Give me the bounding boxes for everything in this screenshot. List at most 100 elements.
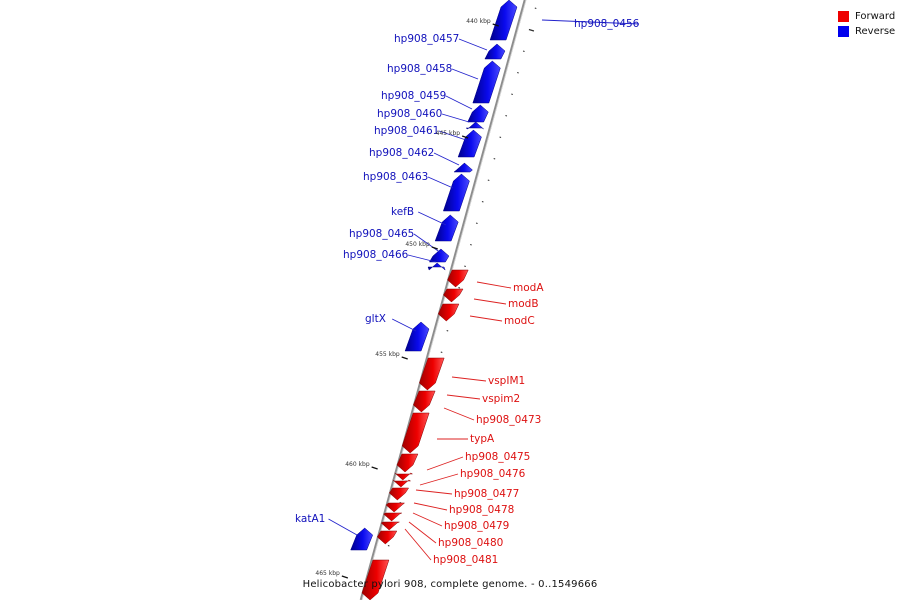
gene-feature[interactable]: hp908_0481 <box>377 528 498 566</box>
forward-gene-arrow[interactable] <box>413 390 436 413</box>
forward-gene-arrow[interactable] <box>383 512 402 522</box>
forward-gene-arrow[interactable] <box>392 479 412 488</box>
reverse-gene-arrow[interactable] <box>434 214 459 242</box>
reverse-gene-arrow[interactable] <box>442 173 470 212</box>
gene-label[interactable]: gltX <box>365 313 386 325</box>
gene-label[interactable]: modA <box>513 282 544 294</box>
reverse-gene-arrow[interactable] <box>467 104 489 123</box>
gene-feature[interactable]: hp908_0458 <box>387 60 501 104</box>
gene-label[interactable]: hp908_0458 <box>387 63 452 75</box>
gene-label[interactable]: vspim2 <box>482 393 520 405</box>
forward-gene-arrow[interactable] <box>380 521 400 531</box>
gene-leader-line <box>476 281 512 289</box>
scale-tick <box>511 93 513 95</box>
gene-label[interactable]: hp908_0478 <box>449 504 514 516</box>
reverse-gene-arrow[interactable] <box>489 0 518 41</box>
scale-tick <box>446 330 449 332</box>
reverse-gene-arrow[interactable] <box>484 43 506 60</box>
gene-label[interactable]: katA1 <box>295 513 325 525</box>
gene-leader-line <box>438 130 467 141</box>
scale-tick <box>481 201 484 203</box>
reverse-gene-arrow[interactable] <box>453 162 473 173</box>
gene-feature[interactable] <box>361 559 390 600</box>
gene-label[interactable]: hp908_0466 <box>343 249 409 261</box>
gene-feature[interactable]: hp908_0478 <box>385 502 514 516</box>
forward-gene-arrow[interactable] <box>389 487 410 501</box>
gene-feature[interactable]: hp908_0465 <box>349 228 450 263</box>
gene-label[interactable]: hp908_0459 <box>381 90 446 102</box>
forward-gene-arrow[interactable] <box>396 453 419 473</box>
gene-feature[interactable]: hp908_0463 <box>363 171 470 212</box>
kbp-tick <box>492 23 499 27</box>
reverse-gene-arrow[interactable] <box>465 121 484 130</box>
reverse-gene-arrow[interactable] <box>457 129 482 158</box>
gene-label[interactable]: hp908_0477 <box>454 488 519 500</box>
scale-tick <box>499 136 502 138</box>
reverse-gene-arrow[interactable] <box>427 262 446 271</box>
gene-feature[interactable]: hp908_0476 <box>392 468 526 488</box>
gene-feature[interactable]: hp908_0456 <box>489 0 640 41</box>
forward-gene-arrow[interactable] <box>361 559 390 600</box>
gene-label[interactable]: hp908_0476 <box>460 468 526 480</box>
forward-gene-arrow[interactable] <box>385 502 406 513</box>
forward-gene-arrow[interactable] <box>377 530 398 545</box>
gene-feature[interactable]: hp908_0475 <box>394 451 531 481</box>
reverse-gene-arrow[interactable] <box>350 527 373 551</box>
scale-tick <box>528 28 535 32</box>
scale-tick <box>517 72 519 74</box>
gene-feature[interactable]: hp908_0457 <box>394 33 506 60</box>
gene-label[interactable]: hp908_0461 <box>374 125 439 137</box>
gene-label[interactable]: hp908_0457 <box>394 33 459 45</box>
kbp-tick <box>431 246 438 250</box>
forward-gene-arrow[interactable] <box>401 412 430 454</box>
gene-label[interactable]: kefB <box>391 206 414 218</box>
gene-feature[interactable]: hp908_0460 <box>377 108 484 130</box>
gene-label[interactable]: hp908_0456 <box>574 18 640 30</box>
forward-gene-arrow[interactable] <box>437 303 460 322</box>
gene-feature[interactable]: vspIM1 <box>419 357 525 391</box>
gene-label[interactable]: hp908_0480 <box>438 537 503 549</box>
gene-leader-line <box>451 68 479 80</box>
forward-gene-arrow[interactable] <box>443 288 464 303</box>
scale-tick <box>440 351 443 353</box>
gene-label[interactable]: typA <box>470 433 495 445</box>
gene-feature[interactable]: kefB <box>391 206 459 242</box>
gene-feature[interactable]: hp908_0459 <box>381 90 489 123</box>
gene-label[interactable]: hp908_0481 <box>433 554 498 566</box>
gene-leader-line <box>443 407 475 421</box>
gene-feature[interactable]: modB <box>443 288 539 310</box>
forward-gene-arrow[interactable] <box>394 472 414 481</box>
forward-gene-arrow[interactable] <box>447 269 469 288</box>
gene-label[interactable]: hp908_0460 <box>377 108 442 120</box>
gene-feature[interactable]: hp908_0480 <box>380 521 503 549</box>
gene-feature[interactable]: typA <box>396 433 495 473</box>
gene-feature[interactable]: hp908_0479 <box>383 512 510 532</box>
gene-feature[interactable]: vspim2 <box>413 390 520 413</box>
gene-feature[interactable]: katA1 <box>295 513 373 551</box>
gene-label[interactable]: hp908_0463 <box>363 171 428 183</box>
gene-feature[interactable]: gltX <box>365 313 430 352</box>
forward-gene-arrow[interactable] <box>419 357 445 391</box>
gene-feature[interactable]: hp908_0466 <box>343 249 446 271</box>
gene-feature[interactable]: hp908_0461 <box>374 125 482 158</box>
gene-feature[interactable]: hp908_0477 <box>389 487 519 501</box>
gene-feature[interactable]: hp908_0462 <box>369 147 473 173</box>
reverse-gene-arrow[interactable] <box>472 60 501 104</box>
gene-label[interactable]: hp908_0473 <box>476 414 541 426</box>
gene-label[interactable]: hp908_0465 <box>349 228 414 240</box>
reverse-gene-arrow[interactable] <box>428 248 450 263</box>
reverse-gene-arrow[interactable] <box>404 321 430 352</box>
gene-feature[interactable]: modA <box>447 269 545 294</box>
gene-label[interactable]: hp908_0462 <box>369 147 434 159</box>
gene-label[interactable]: hp908_0475 <box>465 451 530 463</box>
scale-tick <box>470 244 472 246</box>
gene-label[interactable]: vspIM1 <box>488 375 525 387</box>
gene-feature[interactable]: hp908_0473 <box>401 407 541 454</box>
gene-label[interactable]: modC <box>504 315 535 327</box>
kbp-label: 455 kbp <box>375 351 400 358</box>
gene-leader-line <box>404 528 432 561</box>
gene-label[interactable]: modB <box>508 298 539 310</box>
gene-feature[interactable]: modC <box>437 303 535 327</box>
gene-label[interactable]: hp908_0479 <box>444 520 509 532</box>
